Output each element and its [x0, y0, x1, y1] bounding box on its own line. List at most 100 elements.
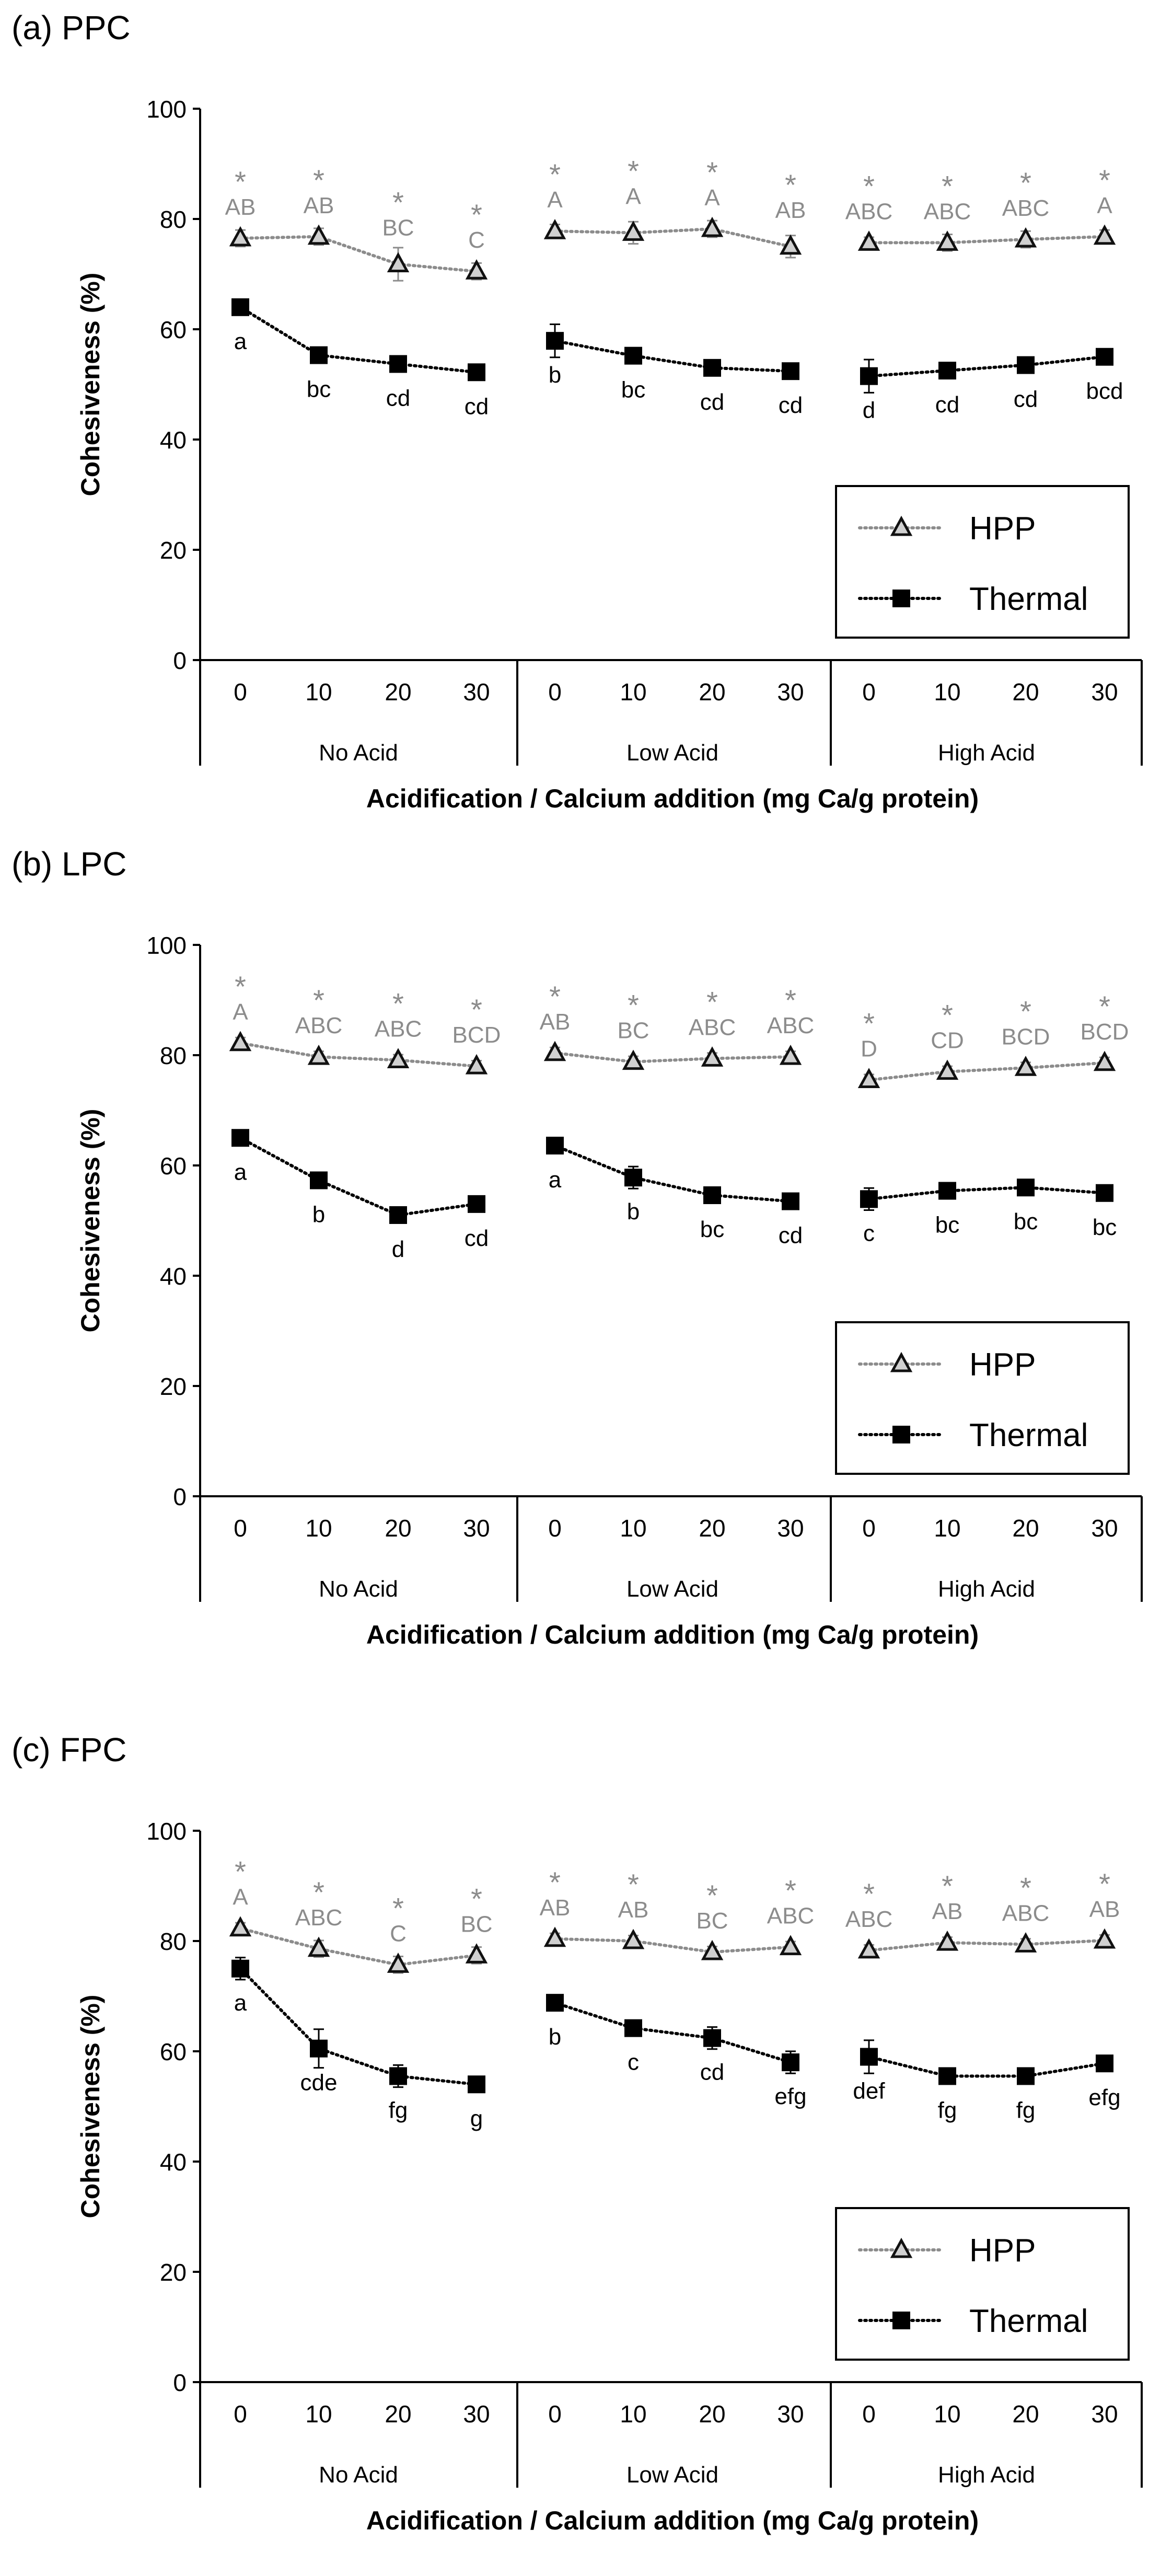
- hpp-significance-star: *: [942, 1869, 953, 1902]
- legend-box: [835, 1321, 1130, 1475]
- thermal-significance-letter: cd: [779, 392, 803, 418]
- hpp-significance-letter: BCD: [1081, 1019, 1129, 1045]
- x-tick-label: 30: [777, 1515, 804, 1542]
- hpp-significance-letter: BC: [617, 1018, 649, 1044]
- x-tick-label: 0: [548, 1515, 562, 1542]
- hpp-significance-letter: BCD: [452, 1022, 501, 1048]
- hpp-significance-star: *: [392, 987, 404, 1020]
- y-tick-label: 20: [160, 2259, 187, 2286]
- thermal-point: [860, 1190, 878, 1208]
- hpp-significance-letter: AB: [540, 1895, 571, 1921]
- thermal-significance-letter: bc: [1093, 1215, 1117, 1240]
- thermal-significance-letter: cd: [700, 2060, 724, 2085]
- hpp-point: [387, 252, 410, 273]
- hpp-point: [543, 1926, 566, 1947]
- series-line-hpp: [867, 1938, 1106, 1952]
- chart-panel-1: (a) PPC 0 20 40 60 80 100 0 10 20 30 0 10 20 30 0 10 20 30…: [11, 9, 1143, 813]
- series-hpp: AB*AB*BC*C* A*A*A*AB*ABC*ABC*ABC*A*: [225, 154, 1116, 282]
- x-tick-label: 30: [463, 1515, 490, 1542]
- x-tick-label: 20: [699, 1515, 725, 1542]
- y-tick-label: 60: [160, 2038, 187, 2065]
- hpp-significance-letter: AB: [225, 194, 256, 220]
- hpp-point: [543, 1041, 566, 1061]
- hpp-significance-star: *: [549, 158, 561, 191]
- hpp-significance-star: *: [706, 1879, 718, 1912]
- thermal-significance-letter: cd: [779, 1223, 803, 1249]
- chart-panel-3: (c) FPC 0 20 40 60 80 100 0 10 20 30 0 10 20 30 0 10 20 30…: [11, 1731, 1143, 2535]
- thermal-point: [1096, 348, 1113, 366]
- thermal-significance-letter: a: [234, 329, 247, 354]
- hpp-significance-letter: A: [233, 999, 248, 1025]
- thermal-point: [468, 1195, 485, 1213]
- hpp-significance-letter: ABC: [1002, 1900, 1049, 1926]
- x-tick-label: 0: [548, 2400, 562, 2428]
- thermal-point: [468, 2075, 485, 2094]
- y-tick-label: 100: [146, 1818, 187, 1845]
- x-tick-label: 30: [1091, 678, 1118, 706]
- thermal-significance-letter: cd: [386, 385, 410, 411]
- hpp-point: [387, 1953, 410, 1973]
- thermal-significance-letter: bc: [621, 377, 645, 403]
- series-thermal: a bc cd cd b bc cd cd d cd cd bcd: [231, 298, 1123, 423]
- x-tick-label: 20: [385, 2400, 411, 2428]
- y-tick-label: 80: [160, 206, 187, 233]
- x-group-label: High Acid: [938, 1576, 1035, 1602]
- series-line-thermal: [239, 305, 478, 374]
- thermal-significance-letter: cde: [300, 2070, 338, 2096]
- x-tick-label: 0: [862, 1515, 876, 1542]
- thermal-point: [624, 346, 642, 365]
- x-tick-label: 10: [934, 1515, 960, 1542]
- hpp-point: [1014, 1056, 1037, 1076]
- x-axis-title: Acidification / Calcium addition (mg Ca/…: [366, 2506, 979, 2535]
- hpp-point: [1093, 1050, 1116, 1071]
- y-tick-label: 0: [173, 2369, 187, 2396]
- hpp-significance-star: *: [628, 1868, 639, 1901]
- x-tick-label: 10: [305, 2400, 332, 2428]
- chart-panel-2: (b) LPC 0 20 40 60 80 100 0 10 20 30 0 10 20 30 0 10 20 30…: [11, 845, 1143, 1649]
- legend-label: Thermal: [969, 581, 1088, 617]
- y-tick-label: 60: [160, 1152, 187, 1180]
- y-tick-label: 20: [160, 537, 187, 564]
- panel-title: (b) LPC: [11, 845, 127, 883]
- legend-label: HPP: [969, 1347, 1036, 1383]
- series-line-hpp: [553, 1937, 792, 1954]
- legend: HPP Thermal: [835, 485, 1130, 639]
- hpp-significance-letter: ABC: [845, 199, 892, 224]
- thermal-point: [938, 2067, 956, 2085]
- hpp-significance-star: *: [1099, 990, 1110, 1023]
- thermal-significance-letter: a: [234, 1990, 247, 2016]
- hpp-significance-letter: A: [625, 183, 641, 209]
- thermal-significance-letter: bc: [935, 1212, 959, 1238]
- thermal-point: [231, 1129, 249, 1147]
- hpp-point: [779, 1044, 802, 1065]
- y-tick-label: 40: [160, 426, 187, 454]
- x-tick-label: 30: [777, 678, 804, 706]
- hpp-significance-star: *: [1099, 1867, 1110, 1900]
- hpp-significance-star: *: [706, 156, 718, 189]
- hpp-significance-star: *: [392, 1891, 404, 1924]
- hpp-significance-star: *: [942, 169, 953, 202]
- hpp-significance-star: *: [471, 993, 482, 1026]
- hpp-point: [622, 221, 645, 241]
- hpp-significance-star: *: [785, 168, 796, 201]
- series-line-hpp: [867, 235, 1106, 245]
- series-line-thermal: [553, 339, 792, 373]
- legend-marker-thermal: [892, 1426, 910, 1443]
- series-thermal: a b d cd a b bc cd c bc bc bc: [231, 1129, 1117, 1262]
- x-tick-label: 20: [1012, 1515, 1039, 1542]
- hpp-point: [1093, 1928, 1116, 1949]
- thermal-point: [782, 2053, 799, 2072]
- y-tick-label: 100: [146, 96, 187, 123]
- hpp-significance-letter: BCD: [1002, 1024, 1050, 1049]
- hpp-significance-star: *: [785, 984, 796, 1016]
- hpp-point: [465, 1054, 488, 1075]
- hpp-significance-letter: ABC: [767, 1013, 814, 1038]
- thermal-point: [231, 298, 249, 316]
- series-line-thermal: [239, 1136, 478, 1217]
- hpp-significance-star: *: [1020, 166, 1031, 199]
- hpp-point: [779, 1935, 802, 1956]
- x-group-label: Low Acid: [626, 1576, 718, 1602]
- legend-marker-hpp: [890, 2237, 913, 2258]
- thermal-significance-letter: b: [549, 362, 561, 388]
- thermal-point: [703, 1186, 721, 1204]
